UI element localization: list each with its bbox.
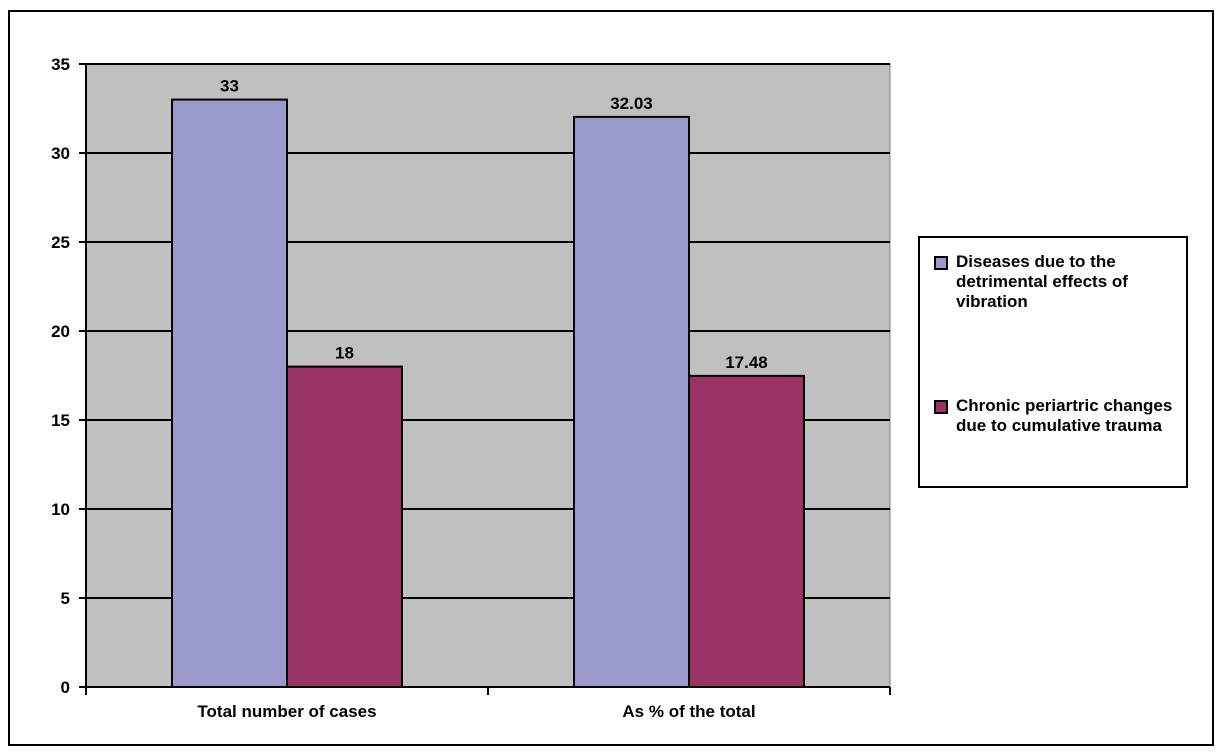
y-tick-label: 0 (61, 678, 70, 697)
bar-periartric-0 (286, 365, 403, 688)
x-axis-categories: Total number of cases As % of the total (197, 702, 755, 721)
data-labels: 33 18 32.03 17.48 (220, 77, 768, 372)
y-tick-label: 5 (61, 589, 70, 608)
legend-label-vibration: Diseases due to the detrimental effects … (956, 252, 1128, 311)
y-tick-label: 10 (51, 500, 70, 519)
bars (171, 98, 805, 689)
data-label: 17.48 (725, 353, 768, 372)
bar-vibration-0 (171, 98, 288, 689)
data-label: 18 (335, 344, 354, 363)
y-tick-label: 35 (51, 55, 70, 74)
y-tick-label: 25 (51, 233, 70, 252)
y-tick-label: 30 (51, 144, 70, 163)
legend-swatch-vibration (934, 256, 948, 270)
legend-item-vibration: Diseases due to the detrimental effects … (934, 252, 1176, 312)
x-category-label: As % of the total (622, 702, 755, 721)
data-label: 33 (220, 77, 239, 96)
chart-frame (8, 10, 1214, 746)
legend-item-periartric: Chronic periartric changes due to cumula… (934, 396, 1176, 436)
y-tick-label: 15 (51, 411, 70, 430)
legend-swatch-periartric (934, 400, 948, 414)
bar-vibration-1 (573, 115, 690, 688)
legend: Diseases due to the detrimental effects … (918, 236, 1188, 488)
axes (85, 64, 891, 695)
bar-periartric-1 (688, 374, 805, 688)
data-label: 32.03 (610, 94, 653, 113)
y-axis-ticks: 0 5 10 15 20 25 30 35 (51, 55, 86, 697)
legend-label-periartric: Chronic periartric changes due to cumula… (956, 396, 1173, 435)
y-tick-label: 20 (51, 322, 70, 341)
x-category-label: Total number of cases (197, 702, 376, 721)
